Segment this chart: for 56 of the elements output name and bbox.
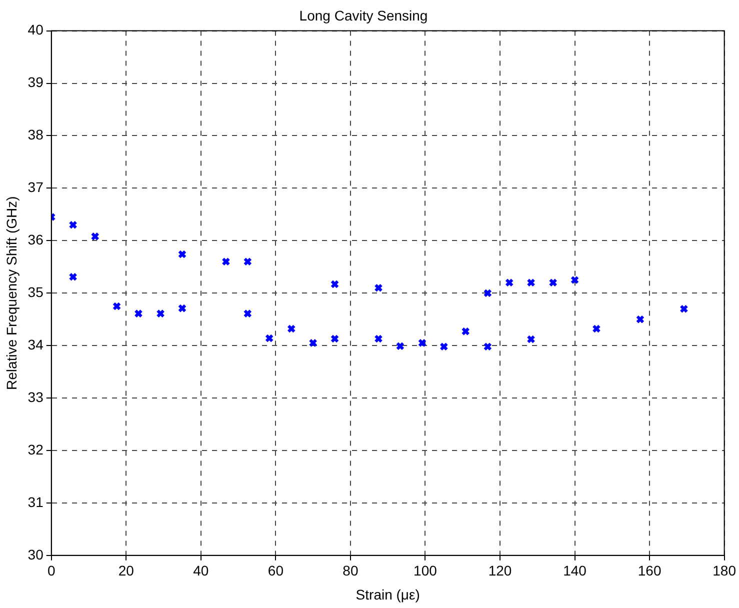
x-tick-label: 80 [342, 562, 358, 579]
y-tick-label: 40 [28, 22, 44, 38]
point [374, 284, 383, 292]
point [374, 334, 383, 344]
y-tick-label: 39 [28, 74, 44, 90]
point [112, 302, 122, 311]
x-tick-label: 60 [268, 562, 284, 579]
point [483, 342, 492, 351]
point [570, 276, 580, 284]
point [330, 334, 340, 344]
point [243, 309, 252, 318]
point [526, 278, 536, 287]
chart-title: Long Cavity Sensing [299, 7, 428, 24]
point [592, 324, 601, 334]
y-tick-label: 33 [28, 388, 44, 405]
point [178, 304, 187, 313]
point [418, 338, 427, 348]
point [265, 334, 274, 343]
point [178, 250, 187, 259]
point [330, 280, 340, 289]
point [440, 342, 448, 351]
point [461, 327, 470, 336]
point [90, 232, 100, 241]
y-tick-label: 31 [28, 494, 44, 510]
x-tick-label: 160 [638, 562, 662, 579]
point [68, 272, 78, 282]
point [243, 257, 252, 266]
point [396, 342, 405, 350]
y-tick-label: 32 [28, 441, 44, 458]
y-axis-title: Relative Frequency Shift (GHz) [3, 196, 20, 390]
x-tick-label: 20 [118, 562, 134, 579]
point [68, 220, 78, 230]
point [156, 309, 165, 318]
point [680, 304, 688, 314]
y-tick-label: 37 [28, 179, 44, 196]
y-tick-label: 38 [28, 126, 44, 143]
y-tick-label: 35 [28, 284, 44, 300]
x-tick-label: 40 [193, 562, 209, 579]
x-tick-label: 100 [414, 562, 438, 579]
y-tick-label: 30 [28, 546, 44, 562]
y-tick-label: 36 [28, 232, 44, 248]
point [548, 278, 558, 287]
point [483, 288, 492, 298]
point [287, 324, 296, 334]
x-tick-label: 180 [712, 562, 736, 579]
point [134, 309, 143, 318]
point [222, 257, 230, 266]
y-tick-label: 34 [28, 336, 44, 352]
point [636, 315, 645, 324]
x-tick-label: 140 [563, 562, 587, 579]
x-tick-label: 0 [47, 562, 56, 579]
point [505, 278, 514, 287]
point [526, 334, 536, 344]
point [308, 338, 318, 348]
x-axis-title: Strain (με) [356, 586, 420, 602]
x-tick-label: 120 [488, 562, 512, 579]
